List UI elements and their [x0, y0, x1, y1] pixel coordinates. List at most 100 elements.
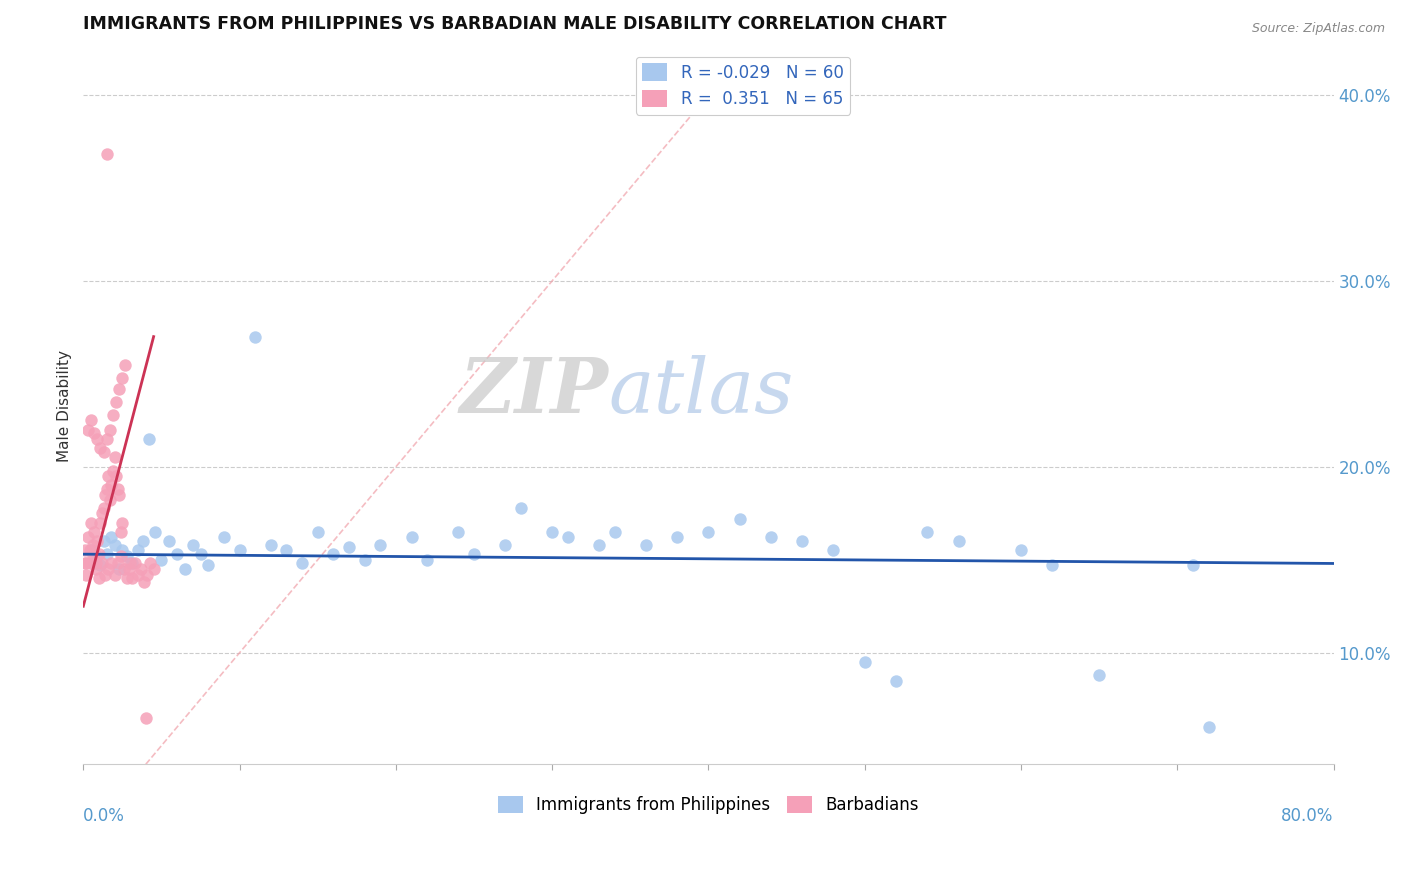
Point — [121, 571, 143, 585]
Point — [557, 531, 579, 545]
Point — [1088, 668, 1111, 682]
Point — [93, 534, 115, 549]
Point — [228, 543, 250, 558]
Point — [80, 516, 103, 530]
Point — [96, 432, 118, 446]
Point — [127, 567, 149, 582]
Point — [73, 543, 96, 558]
Point — [103, 567, 125, 582]
Point — [98, 493, 121, 508]
Point — [93, 445, 115, 459]
Point — [94, 567, 117, 582]
Point — [181, 538, 204, 552]
Point — [134, 575, 156, 590]
Point — [509, 500, 531, 515]
Point — [759, 531, 782, 545]
Point — [197, 558, 219, 573]
Point — [86, 534, 108, 549]
Point — [150, 553, 173, 567]
Point — [77, 531, 100, 545]
Point — [447, 524, 470, 539]
Point — [1010, 543, 1032, 558]
Point — [1181, 558, 1204, 573]
Legend: R = -0.029   N = 60, R =  0.351   N = 65: R = -0.029 N = 60, R = 0.351 N = 65 — [636, 57, 851, 115]
Point — [103, 450, 125, 465]
Point — [80, 543, 103, 558]
Point — [84, 562, 107, 576]
Point — [77, 423, 100, 437]
Point — [108, 562, 131, 576]
Point — [588, 538, 610, 552]
Point — [98, 423, 121, 437]
Point — [138, 432, 160, 446]
Point — [101, 463, 124, 477]
Point — [83, 524, 105, 539]
Point — [83, 557, 105, 571]
Point — [666, 531, 689, 545]
Point — [86, 549, 108, 563]
Point — [114, 358, 136, 372]
Point — [93, 500, 115, 515]
Point — [368, 538, 391, 552]
Point — [124, 557, 146, 571]
Y-axis label: Male Disability: Male Disability — [58, 351, 72, 462]
Point — [79, 557, 101, 571]
Point — [82, 538, 104, 552]
Point — [107, 557, 129, 571]
Point — [634, 538, 657, 552]
Point — [143, 524, 166, 539]
Point — [97, 562, 120, 576]
Point — [86, 432, 108, 446]
Point — [110, 549, 132, 563]
Point — [494, 538, 516, 552]
Point — [697, 524, 720, 539]
Point — [111, 370, 134, 384]
Point — [100, 557, 122, 571]
Point — [103, 538, 125, 552]
Point — [884, 673, 907, 688]
Point — [115, 571, 138, 585]
Text: ZIP: ZIP — [460, 355, 609, 429]
Point — [84, 557, 107, 571]
Point — [212, 531, 235, 545]
Text: IMMIGRANTS FROM PHILIPPINES VS BARBADIAN MALE DISABILITY CORRELATION CHART: IMMIGRANTS FROM PHILIPPINES VS BARBADIAN… — [83, 15, 946, 33]
Point — [75, 567, 97, 582]
Point — [121, 557, 143, 571]
Point — [416, 553, 439, 567]
Point — [190, 547, 212, 561]
Point — [463, 547, 485, 561]
Point — [107, 482, 129, 496]
Point — [101, 408, 124, 422]
Point — [87, 547, 110, 561]
Point — [792, 534, 814, 549]
Point — [260, 538, 283, 552]
Point — [401, 531, 423, 545]
Point — [89, 558, 111, 573]
Point — [87, 571, 110, 585]
Point — [728, 512, 751, 526]
Point — [136, 567, 159, 582]
Point — [173, 562, 195, 576]
Point — [142, 562, 165, 576]
Point — [96, 147, 118, 161]
Point — [135, 711, 157, 725]
Point — [115, 549, 138, 563]
Point — [105, 469, 128, 483]
Point — [541, 524, 564, 539]
Point — [337, 540, 360, 554]
Point — [322, 547, 344, 561]
Point — [353, 553, 375, 567]
Text: Source: ZipAtlas.com: Source: ZipAtlas.com — [1251, 22, 1385, 36]
Point — [127, 543, 149, 558]
Point — [603, 524, 626, 539]
Point — [120, 557, 142, 571]
Point — [112, 562, 135, 576]
Point — [117, 562, 139, 576]
Point — [166, 547, 188, 561]
Point — [139, 557, 162, 571]
Point — [97, 469, 120, 483]
Point — [131, 534, 153, 549]
Point — [823, 543, 845, 558]
Point — [1198, 720, 1220, 734]
Point — [100, 478, 122, 492]
